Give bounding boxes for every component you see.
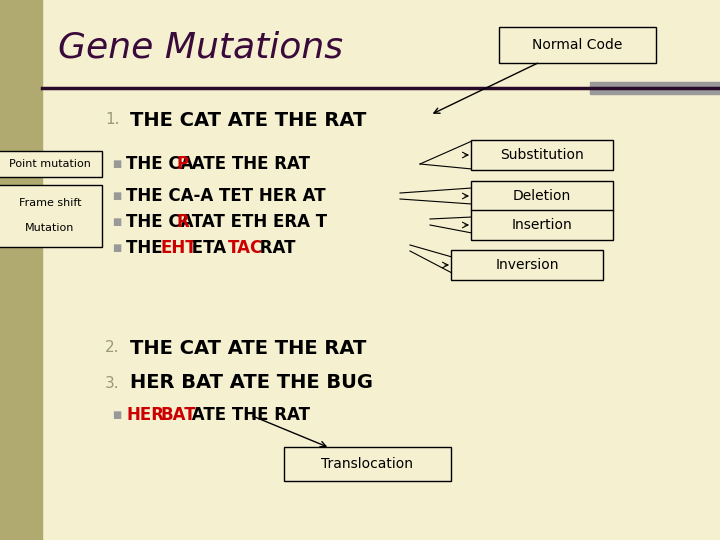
Text: Substitution: Substitution xyxy=(500,148,584,162)
FancyBboxPatch shape xyxy=(284,447,451,481)
Text: ■: ■ xyxy=(112,159,121,169)
Text: P: P xyxy=(177,155,189,173)
FancyBboxPatch shape xyxy=(451,250,603,280)
Text: ATE THE RAT: ATE THE RAT xyxy=(186,155,310,173)
Text: THE CA-A TET HER AT: THE CA-A TET HER AT xyxy=(126,187,325,205)
Bar xyxy=(590,82,720,94)
Text: Translocation: Translocation xyxy=(321,457,413,471)
FancyBboxPatch shape xyxy=(471,140,613,170)
Text: THE CA: THE CA xyxy=(126,155,194,173)
FancyBboxPatch shape xyxy=(0,151,102,177)
Text: Point mutation: Point mutation xyxy=(9,159,91,169)
Text: HER BAT ATE THE BUG: HER BAT ATE THE BUG xyxy=(130,374,373,393)
FancyBboxPatch shape xyxy=(471,210,613,240)
Bar xyxy=(0,0,42,540)
FancyBboxPatch shape xyxy=(0,185,102,247)
Text: Deletion: Deletion xyxy=(513,189,571,203)
Text: 1.: 1. xyxy=(105,112,120,127)
Text: HER: HER xyxy=(126,406,164,424)
Text: RAT: RAT xyxy=(253,239,295,257)
FancyBboxPatch shape xyxy=(471,181,613,211)
FancyBboxPatch shape xyxy=(499,27,656,63)
Text: TAT ETH ERA T: TAT ETH ERA T xyxy=(186,213,327,231)
Text: ATE THE RAT: ATE THE RAT xyxy=(186,406,310,424)
Text: R: R xyxy=(177,213,190,231)
Text: ■: ■ xyxy=(112,243,121,253)
Text: BAT: BAT xyxy=(160,406,196,424)
Text: ■: ■ xyxy=(112,410,121,420)
Text: Frame shift: Frame shift xyxy=(19,198,81,208)
Text: Inversion: Inversion xyxy=(495,258,559,272)
Text: TAC: TAC xyxy=(228,239,264,257)
Text: THE CAT ATE THE RAT: THE CAT ATE THE RAT xyxy=(130,111,366,130)
Text: ETA: ETA xyxy=(186,239,231,257)
Text: ■: ■ xyxy=(112,191,121,201)
Text: THE CA: THE CA xyxy=(126,213,194,231)
Text: THE: THE xyxy=(126,239,168,257)
Text: 3.: 3. xyxy=(105,375,120,390)
Text: ■: ■ xyxy=(112,217,121,227)
Text: EHT: EHT xyxy=(160,239,197,257)
Text: Mutation: Mutation xyxy=(25,223,75,233)
Text: Gene Mutations: Gene Mutations xyxy=(58,31,343,65)
Text: 2.: 2. xyxy=(105,341,120,355)
Text: THE CAT ATE THE RAT: THE CAT ATE THE RAT xyxy=(130,339,366,357)
Text: Normal Code: Normal Code xyxy=(532,38,622,52)
Text: Insertion: Insertion xyxy=(512,218,572,232)
